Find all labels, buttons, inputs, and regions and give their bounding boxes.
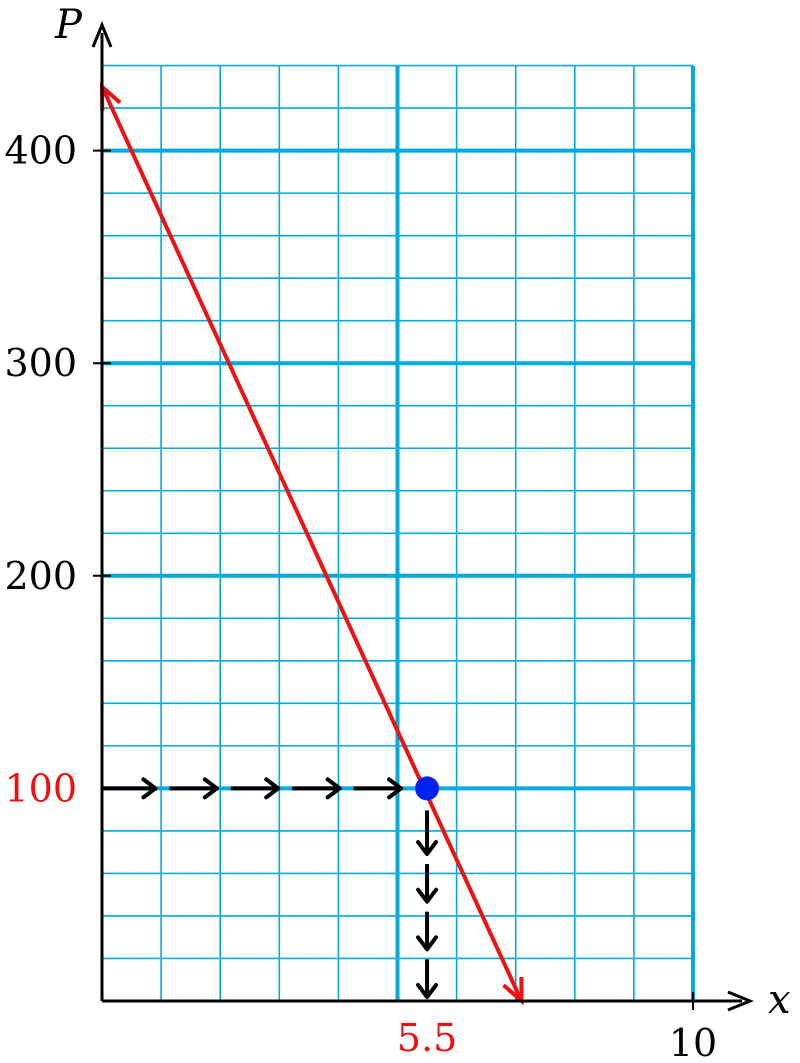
series-layer	[99, 82, 524, 1006]
tick-labels: 10 200 300 400 x P 5.5 100	[4, 2, 790, 1063]
highlight-x-label: 5.5	[397, 1016, 457, 1060]
y-tick-label: 200	[4, 554, 77, 598]
guide-chevron-right-icon	[264, 777, 281, 800]
guide-chevron-down-icon	[416, 935, 439, 952]
y-tick-label: 300	[4, 341, 77, 385]
guide-chevron-right-icon	[141, 777, 158, 800]
guide-arrows	[102, 777, 439, 999]
highlight-point	[415, 776, 440, 801]
x-axis-arrow-icon	[727, 990, 754, 1012]
grid	[102, 64, 695, 1001]
guide-chevron-down-icon	[416, 983, 439, 999]
guide-chevron-right-icon	[325, 777, 342, 800]
y-axis-title: P	[54, 2, 83, 48]
guide-chevron-down-icon	[416, 887, 439, 904]
guide-chevron-down-icon	[416, 840, 439, 857]
y-tick-label: 400	[4, 129, 77, 173]
axes	[91, 21, 754, 1012]
y-axis-arrow-icon	[91, 21, 113, 48]
x-tick-label: 10	[669, 1021, 717, 1063]
highlight-y-label: 100	[4, 766, 77, 810]
guide-chevron-right-icon	[387, 777, 404, 800]
guide-chevron-right-icon	[202, 777, 219, 800]
x-axis-title: x	[768, 977, 791, 1023]
series-line	[102, 89, 522, 998]
